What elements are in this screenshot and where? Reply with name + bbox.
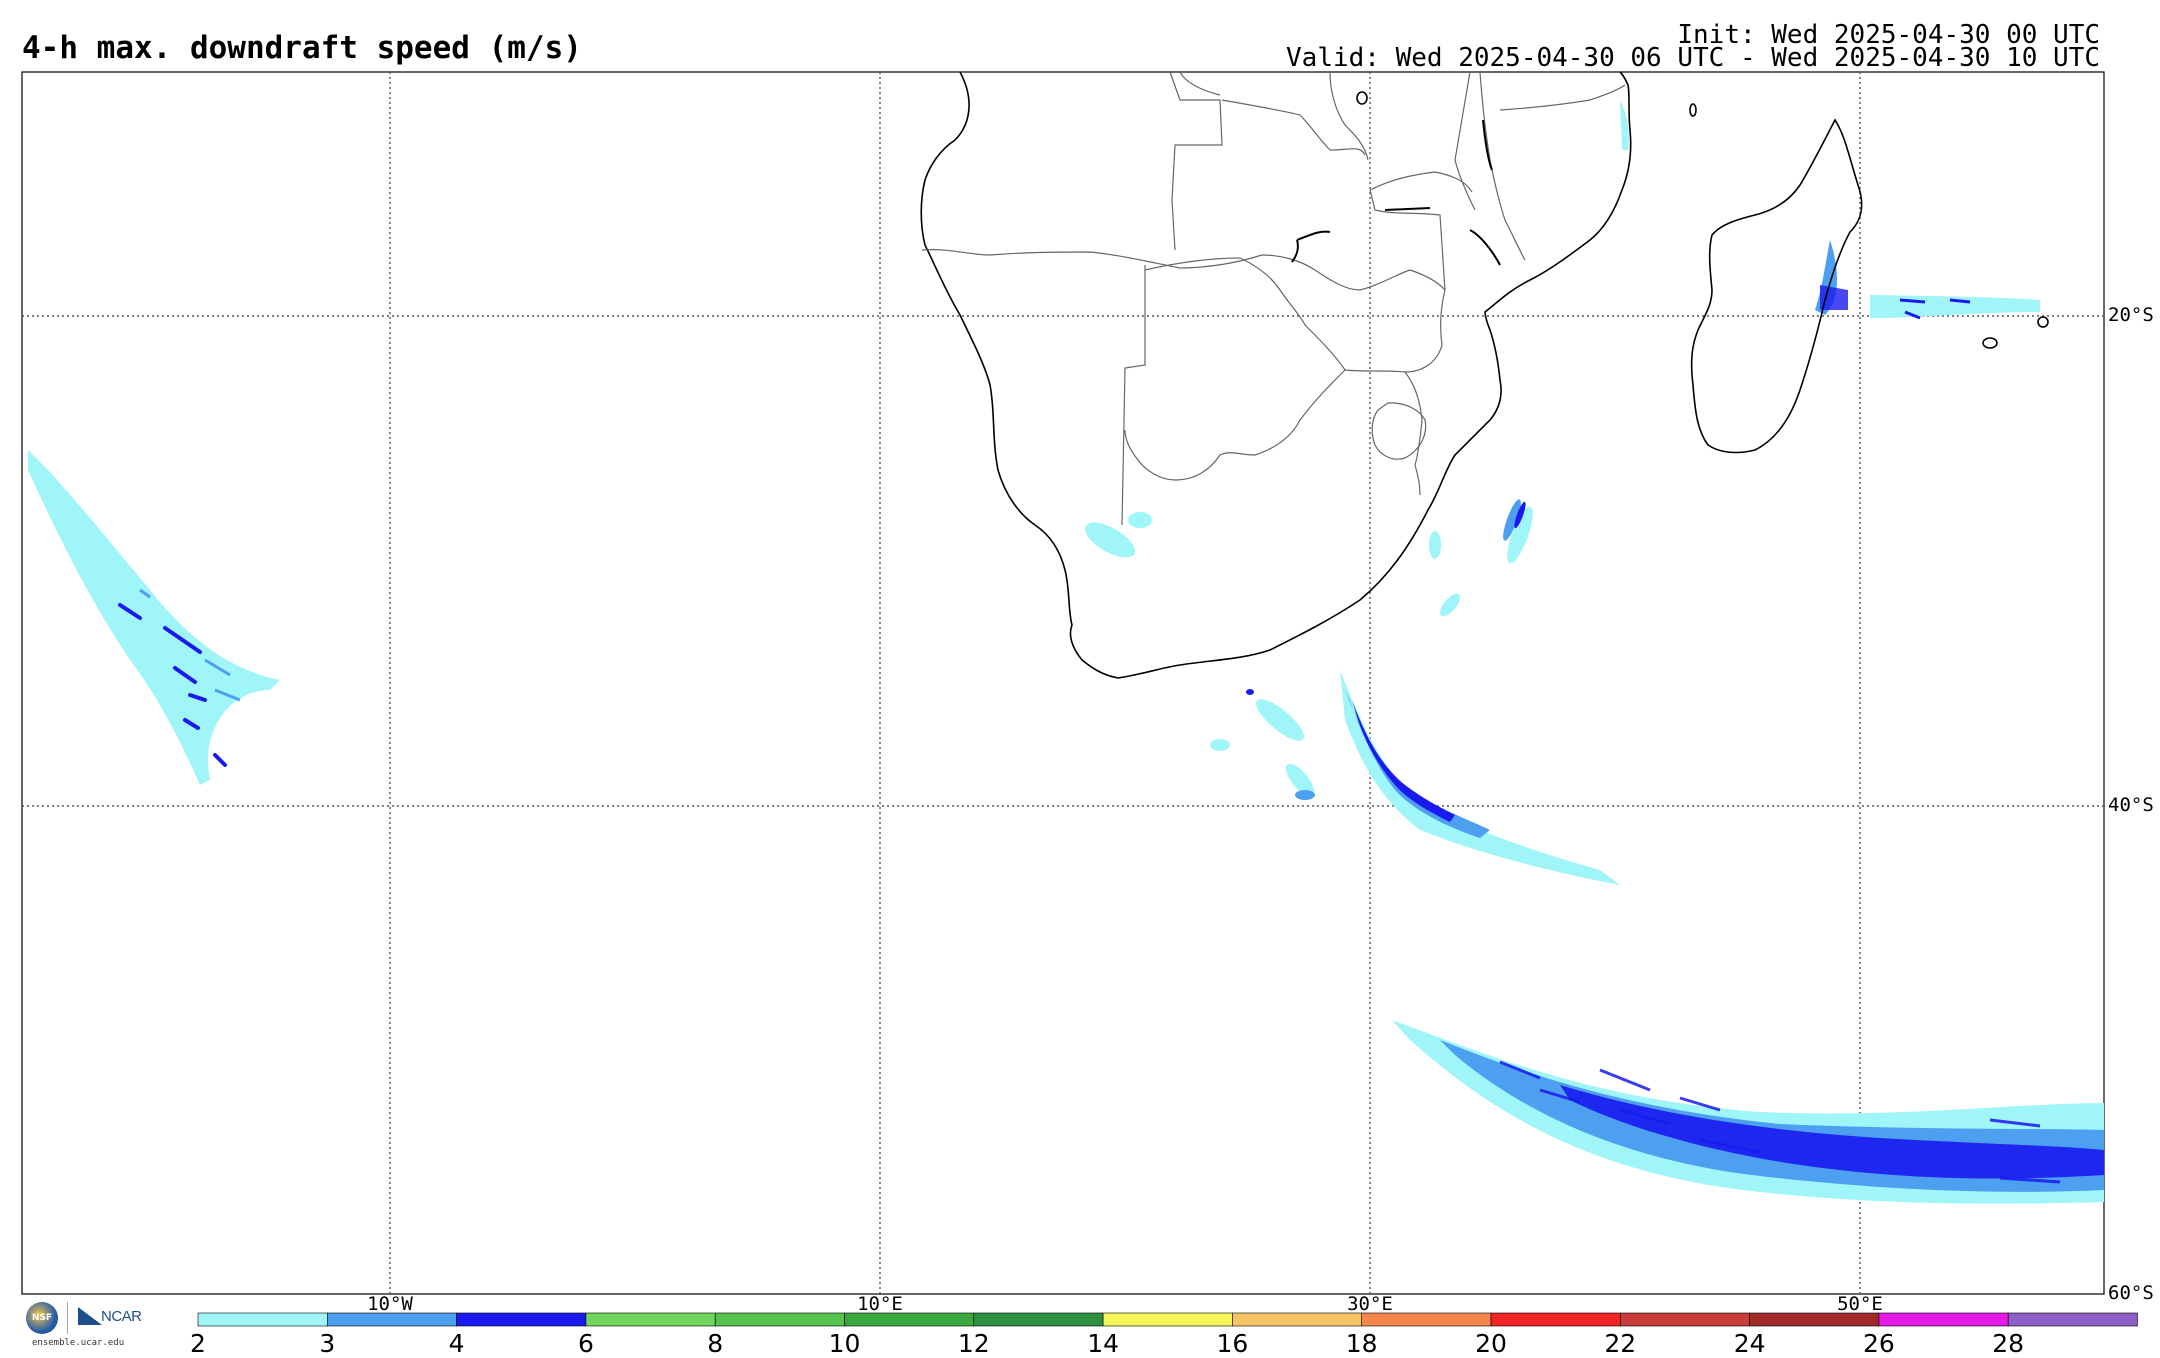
logo-area: NSF NCAR ensemble.ucar.edu [22, 1300, 182, 1354]
lakes [1291, 119, 1501, 266]
colorbar-tick-label: 6 [577, 1329, 594, 1358]
ncar-logo: NCAR [77, 1306, 142, 1330]
logo-divider [67, 1302, 68, 1334]
map-frame [21, 71, 2105, 1295]
colorbar-tick-label: 28 [1992, 1329, 2025, 1358]
lon-label-10e: 10°E [857, 1293, 903, 1315]
small-islands [1356, 91, 2049, 349]
downdraft-band-south [1392, 1020, 2104, 1204]
colorbar-tick-label: 20 [1475, 1329, 1507, 1358]
colorbar-tick-label: 8 [707, 1329, 724, 1358]
colorbar-tick-label: 12 [957, 1329, 990, 1358]
colorbar-swatch [197, 1312, 328, 1327]
madagascar-outline [1690, 118, 1863, 454]
map-title: 4-h max. downdraft speed (m/s) [22, 30, 582, 66]
ensemble-url: ensemble.ucar.edu [32, 1338, 125, 1348]
downdraft-band-madagascar [1620, 100, 2040, 320]
colorbar-tick-label: 18 [1345, 1329, 1378, 1358]
downdraft-band-west [28, 450, 280, 785]
colorbar-swatch [1490, 1312, 1621, 1327]
ncar-logo-text: NCAR [101, 1308, 142, 1325]
colorbar-swatch [1232, 1312, 1363, 1327]
valid-time-range: Valid: Wed 2025-04-30 06 UTC - Wed 2025-… [1286, 43, 2100, 73]
colorbar-tick-label: 22 [1604, 1329, 1637, 1358]
downdraft-patch-cape [1085, 512, 1152, 558]
nsf-logo: NSF [26, 1302, 58, 1334]
lon-label-10w: 10°W [367, 1293, 413, 1315]
init-time: Init: Wed 2025-04-30 00 UTC [1677, 20, 2100, 50]
colorbar-tick-label: 14 [1087, 1329, 1119, 1358]
ncar-logo-mark [78, 1307, 102, 1325]
lon-label-50e: 50°E [1837, 1293, 1883, 1315]
colorbar-swatch [973, 1312, 1104, 1327]
colorbar-tick-label: 4 [448, 1329, 465, 1358]
africa-coastline [920, 71, 1632, 679]
downdraft-band-front [1210, 499, 1620, 885]
country-borders [921, 71, 1626, 526]
lon-label-30e: 30°E [1347, 1293, 1393, 1315]
graticule [22, 72, 2104, 1294]
colorbar-tick-label: 10 [828, 1329, 861, 1358]
colorbar-swatch [714, 1312, 845, 1327]
colorbar [197, 1312, 2138, 1327]
colorbar-swatch [2007, 1312, 2138, 1327]
colorbar-swatch [1102, 1312, 1233, 1327]
nsf-logo-text: NSF [31, 1313, 53, 1323]
colorbar-tick-label: 26 [1862, 1329, 1895, 1358]
colorbar-tick-label: 3 [319, 1329, 336, 1358]
colorbar-tick-label: 24 [1733, 1329, 1766, 1358]
lat-label-60s: 60°S [2108, 1282, 2154, 1304]
colorbar-swatch [1620, 1312, 1750, 1327]
lat-label-40s: 40°S [2108, 794, 2154, 816]
colorbar-swatch [1878, 1312, 2009, 1327]
colorbar-swatch [456, 1312, 587, 1327]
colorbar-tick-label: 16 [1216, 1329, 1249, 1358]
colorbar-tick-label: 2 [190, 1329, 206, 1358]
colorbar-swatch [585, 1312, 716, 1327]
lat-label-20s: 20°S [2108, 304, 2154, 326]
